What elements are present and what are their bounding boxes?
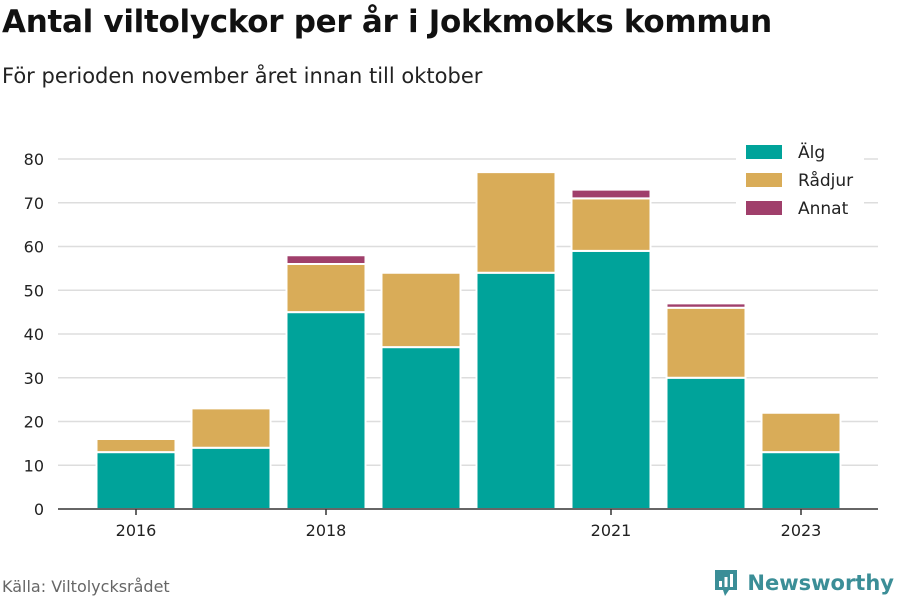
- y-tick-label: 40: [24, 325, 44, 344]
- bar-rådjur-2019: [380, 271, 462, 349]
- x-axis-ticks: 2016 2018 2021 2023: [116, 509, 822, 540]
- legend-label: Annat: [798, 199, 849, 219]
- legend: Älg Rådjur Annat: [736, 139, 864, 227]
- x-tick-label: 2023: [781, 521, 822, 540]
- bar-rådjur-2020: [475, 171, 557, 274]
- bar-rådjur-2021: [570, 197, 652, 252]
- bar-annat-2018: [285, 254, 367, 265]
- newsworthy-logo: Newsworthy: [713, 568, 894, 598]
- y-axis-ticks: 0 10 20 30 40 50 60 70 80: [24, 150, 44, 519]
- bar-rådjur-2018: [285, 263, 367, 314]
- y-tick-label: 80: [24, 150, 44, 169]
- x-tick-label: 2016: [116, 521, 157, 540]
- bar-älg-2019: [380, 346, 462, 510]
- bar-annat-2022: [665, 302, 747, 309]
- bar-älg-2021: [570, 249, 652, 510]
- bar-älg-2023: [760, 451, 842, 510]
- y-tick-label: 70: [24, 194, 44, 213]
- bar-älg-2017: [190, 446, 272, 510]
- y-tick-label: 50: [24, 281, 44, 300]
- x-tick-label: 2018: [306, 521, 347, 540]
- bar-rådjur-2022: [665, 306, 747, 379]
- bar-annat-2021: [570, 188, 652, 200]
- y-tick-label: 20: [24, 413, 44, 432]
- y-tick-label: 0: [34, 500, 44, 519]
- y-tick-label: 30: [24, 369, 44, 388]
- legend-swatch-älg: [746, 145, 782, 159]
- newsworthy-logo-icon: [715, 570, 738, 596]
- legend-label: Älg: [798, 142, 825, 163]
- bar-rådjur-2016: [95, 438, 177, 454]
- legend-label: Rådjur: [798, 170, 853, 191]
- bar-älg-2022: [665, 376, 747, 510]
- chart-subtitle: För perioden november året innan till ok…: [2, 64, 483, 88]
- bar-älg-2016: [95, 451, 177, 510]
- legend-swatch-rådjur: [746, 173, 782, 187]
- bar-rådjur-2023: [760, 411, 842, 454]
- bars: [95, 171, 842, 510]
- chart-title: Antal viltolyckor per år i Jokkmokks kom…: [2, 4, 772, 40]
- bar-älg-2020: [475, 271, 557, 510]
- newsworthy-logo-text: Newsworthy: [747, 571, 894, 595]
- source-note: Källa: Viltolycksrådet: [2, 577, 170, 596]
- bar-rådjur-2017: [190, 407, 272, 449]
- y-tick-label: 60: [24, 238, 44, 257]
- y-tick-label: 10: [24, 456, 44, 475]
- bar-älg-2018: [285, 311, 367, 510]
- legend-swatch-annat: [746, 201, 782, 215]
- x-tick-label: 2021: [591, 521, 632, 540]
